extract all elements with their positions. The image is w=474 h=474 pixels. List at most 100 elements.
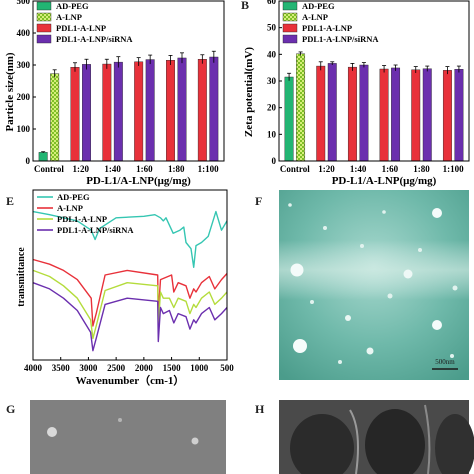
panel-b-bar bbox=[422, 68, 432, 162]
afm-particle bbox=[387, 293, 393, 299]
panel-letter-e: E bbox=[6, 194, 14, 208]
afm-particle bbox=[338, 360, 342, 364]
panel-a-bar bbox=[197, 59, 207, 162]
panel-a-legend-swatch bbox=[36, 23, 52, 33]
panel-letter-g: G bbox=[6, 402, 15, 416]
panel-b-legend-swatch bbox=[282, 1, 298, 11]
panel-f-afm-image: F 500nm bbox=[255, 190, 469, 380]
panel-b-y-tick-label: 10 bbox=[267, 129, 277, 139]
afm-particle bbox=[345, 315, 351, 321]
panel-a-legend-swatch bbox=[36, 12, 52, 22]
panel-b-legend-label: PDL1-A-LNP/siRNA bbox=[302, 34, 379, 44]
panel-e-axes: 4000 3500 3000 2500 2000 1500 1000 500 Wavenumbe… bbox=[24, 189, 234, 387]
tem-particle bbox=[435, 414, 474, 474]
panel-b-x-tick-label: 1:100 bbox=[443, 164, 464, 174]
panel-e-x-axis-title: Wavenumber（cm-1） bbox=[76, 374, 185, 387]
panel-b-legend-label: AD-PEG bbox=[302, 1, 335, 11]
panel-b-x-tick-label: 1:20 bbox=[318, 164, 335, 174]
panel-b-legend-label: PDL1-A-LNP bbox=[302, 23, 352, 33]
panel-a-legend-swatch bbox=[36, 1, 52, 11]
panel-letter-h: H bbox=[255, 402, 265, 416]
panel-b-y-tick-label: 40 bbox=[267, 49, 277, 59]
panel-b-bar bbox=[379, 68, 389, 162]
panel-e-legend-label: A-LNP bbox=[57, 203, 83, 213]
afm-particle bbox=[288, 203, 292, 207]
panel-a-legend-swatch bbox=[36, 34, 52, 44]
panel-b-y-tick-label: 60 bbox=[267, 0, 277, 6]
panel-a-axes: 0 100 200 300 400 500 Control 1:20 1:40 1:60 1:80 1… bbox=[17, 0, 225, 187]
panel-a-y-axis-title: Particle size(nm) bbox=[4, 52, 16, 131]
panel-b-y-tick-label: 50 bbox=[267, 23, 277, 33]
panel-e-y-axis-title: transmittance bbox=[16, 247, 27, 307]
panel-a-x-tick-label: 1:40 bbox=[104, 164, 121, 174]
panel-e-spectrum-line bbox=[32, 210, 228, 268]
panel-b-legend-swatch bbox=[282, 23, 298, 33]
panel-b-x-tick-label: 1:80 bbox=[413, 164, 430, 174]
panel-a-x-tick-label: 1:60 bbox=[136, 164, 153, 174]
panel-b-x-tick-label: 1:40 bbox=[350, 164, 367, 174]
afm-particle bbox=[418, 248, 422, 252]
panel-b-bar bbox=[411, 69, 421, 162]
afm-particle bbox=[360, 244, 364, 248]
panel-b-bar bbox=[391, 67, 401, 162]
panel-e-legend-label: AD-PEG bbox=[57, 192, 90, 202]
panel-e-legend-label: PDL1-A-LNP/siRNA bbox=[57, 225, 134, 235]
panel-letter-f: F bbox=[255, 194, 262, 208]
afm-particle bbox=[432, 320, 442, 330]
panel-e-spectrum-line bbox=[32, 282, 228, 352]
panel-a-bar bbox=[134, 61, 144, 162]
panel-a-y-tick-label: 0 bbox=[26, 156, 31, 166]
panel-b-bar bbox=[296, 53, 306, 162]
afm-particles bbox=[288, 203, 458, 364]
afm-particle bbox=[290, 263, 304, 277]
panel-a-bar bbox=[145, 59, 155, 162]
afm-image-band bbox=[279, 240, 469, 300]
panel-a-legend-label: PDL1-A-LNP/siRNA bbox=[56, 34, 133, 44]
panel-e-spectrum-line bbox=[32, 258, 228, 327]
panel-b-bar bbox=[284, 76, 294, 162]
panel-a-legend-label: A-LNP bbox=[56, 12, 82, 22]
panel-a-bar bbox=[102, 63, 112, 162]
sem-particle bbox=[47, 427, 57, 437]
panel-e-x-tick-label: 1000 bbox=[190, 363, 209, 373]
panel-b-bar bbox=[442, 70, 452, 162]
panel-e-x-tick-label: 500 bbox=[220, 363, 234, 373]
panel-e-ftir-chart: E 4000 3500 3000 2500 2000 1500 1000 500 Wavenum… bbox=[6, 189, 234, 387]
panel-e-spectrum-line bbox=[32, 269, 228, 340]
panel-a-bar bbox=[113, 61, 123, 162]
panel-a-bar bbox=[50, 73, 60, 162]
panel-h-tem-image: H bbox=[255, 400, 474, 474]
panel-a-x-tick-label: 1:20 bbox=[73, 164, 90, 174]
tem-bright-edge bbox=[349, 409, 359, 474]
panel-e-x-tick-label: 2000 bbox=[135, 363, 154, 373]
panel-a-plot-frame bbox=[32, 0, 225, 162]
afm-particle bbox=[432, 208, 442, 218]
panel-g-sem-image: G bbox=[6, 400, 226, 474]
panel-b-y-tick-label: 0 bbox=[272, 156, 277, 166]
panel-b-bars bbox=[284, 51, 464, 162]
panel-a-x-tick-label: 1:80 bbox=[168, 164, 185, 174]
sem-image-background bbox=[30, 400, 226, 474]
panel-a-bar bbox=[166, 60, 175, 162]
panel-b-y-tick-label: 30 bbox=[267, 76, 277, 86]
sem-image-haze bbox=[30, 400, 226, 474]
panel-a-bar bbox=[70, 67, 80, 162]
panel-a-legend-label: PDL1-A-LNP bbox=[56, 23, 106, 33]
panel-a-bar bbox=[82, 64, 91, 162]
panel-b-bar bbox=[454, 69, 464, 162]
panel-b-bar bbox=[316, 65, 326, 162]
afm-particle bbox=[450, 354, 454, 358]
panel-b-axes: 0 10 20 30 40 50 60 Control 1:20 1:40 1:60 1:80 1:10… bbox=[267, 0, 470, 187]
panel-b-x-tick-label: Control bbox=[280, 164, 310, 174]
panel-a-bars bbox=[38, 50, 219, 162]
panel-e-spectra bbox=[32, 210, 228, 352]
panel-b-zeta-potential-chart: B 0 10 20 30 40 50 60 Control 1:20 1:40 1:60 1:80 1:… bbox=[241, 0, 470, 187]
panel-e-x-tick-label: 3000 bbox=[79, 363, 98, 373]
panel-b-legend-label: A-LNP bbox=[302, 12, 328, 22]
panel-e-plot-frame bbox=[32, 189, 228, 361]
panel-b-bar bbox=[347, 66, 357, 162]
panel-a-legend-label: AD-PEG bbox=[56, 1, 89, 11]
